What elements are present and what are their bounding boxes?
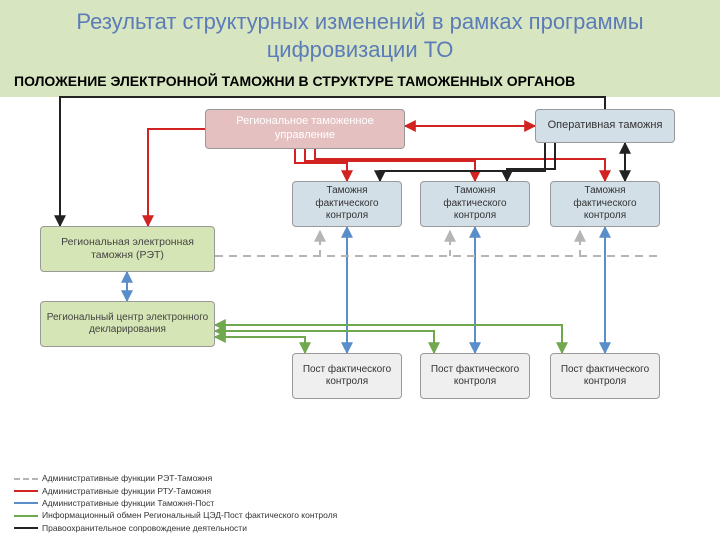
legend-swatch (14, 490, 38, 492)
page-title: Результат структурных изменений в рамках… (0, 0, 720, 67)
node-pfk2: Пост фактического контроля (420, 353, 530, 399)
edge-ot-tfk1 (380, 143, 545, 181)
edge-rtu-ret (148, 129, 205, 226)
node-tfk1: Таможня фактического контроля (292, 181, 402, 227)
connectors-layer (0, 91, 720, 486)
legend-label: Административные функции РЭТ-Таможня (42, 472, 212, 484)
legend-row: Информационный обмен Региональный ЦЭД-По… (14, 509, 337, 521)
diagram-canvas: Региональное таможенное управление Операт… (0, 91, 720, 486)
legend: Административные функции РЭТ-ТаможняАдми… (14, 472, 337, 534)
legend-swatch (14, 515, 38, 517)
legend-label: Административные функции РТУ-Таможня (42, 485, 211, 497)
legend-swatch (14, 527, 38, 529)
legend-swatch (14, 478, 38, 480)
legend-label: Информационный обмен Региональный ЦЭД-По… (42, 509, 337, 521)
legend-row: Правоохранительное сопровождение деятель… (14, 522, 337, 534)
edge-rtu-tfk3 (315, 149, 605, 181)
edge-rtu-tfk1 (295, 149, 347, 181)
node-pfk3: Пост фактического контроля (550, 353, 660, 399)
edge-rced-pfk1 (215, 337, 305, 353)
node-ot: Оперативная таможня (535, 109, 675, 143)
legend-label: Правоохранительное сопровождение деятель… (42, 522, 247, 534)
legend-row: Административные функции РТУ-Таможня (14, 485, 337, 497)
edge-rced-pfk2 (215, 331, 434, 353)
node-ret: Региональная электронная таможня (РЭТ) (40, 226, 215, 272)
node-rced: Региональный центр электронного декларир… (40, 301, 215, 347)
node-rtu: Региональное таможенное управление (205, 109, 405, 149)
edge-rtu-tfk2 (305, 149, 475, 181)
legend-label: Административные функции Таможня-Пост (42, 497, 214, 509)
legend-row: Административные функции РЭТ-Таможня (14, 472, 337, 484)
legend-row: Административные функции Таможня-Пост (14, 497, 337, 509)
sub-title: ПОЛОЖЕНИЕ ЭЛЕКТРОННОЙ ТАМОЖНИ В СТРУКТУР… (0, 67, 720, 91)
legend-swatch (14, 502, 38, 504)
edge-ot-tfk2 (507, 143, 555, 181)
node-tfk3: Таможня фактического контроля (550, 181, 660, 227)
node-pfk1: Пост фактического контроля (292, 353, 402, 399)
edge-rced-pfk3 (215, 325, 562, 353)
node-tfk2: Таможня фактического контроля (420, 181, 530, 227)
